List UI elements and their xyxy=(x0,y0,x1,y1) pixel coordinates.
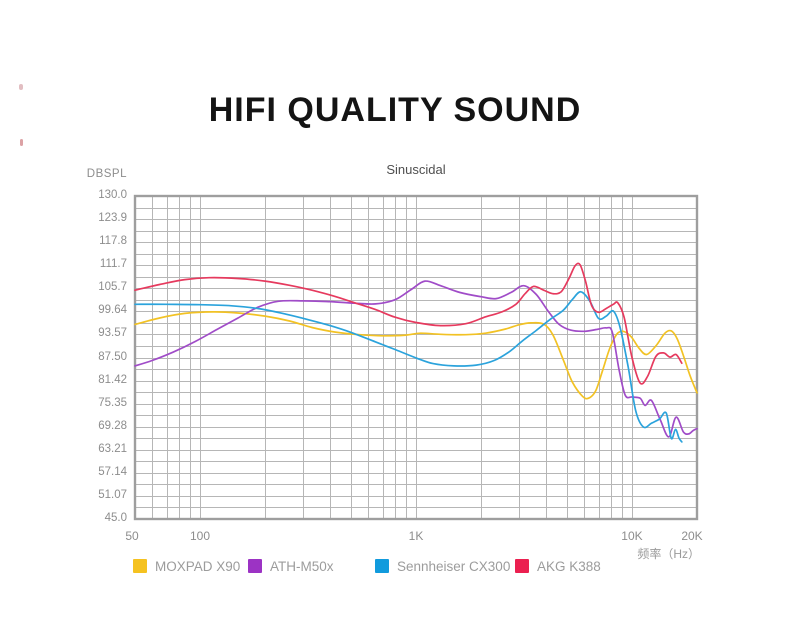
plot-frame xyxy=(133,194,699,521)
y-tick-label: 123.9 xyxy=(98,212,127,225)
legend-swatch xyxy=(248,559,262,573)
y-tick-label: 51.07 xyxy=(98,488,127,501)
x-tick-label: 20K xyxy=(681,529,703,543)
y-tick-label: 117.8 xyxy=(99,235,127,248)
page-title: HIFI QUALITY SOUND xyxy=(208,90,582,129)
legend-swatch xyxy=(515,559,529,573)
y-tick-label: 111.7 xyxy=(99,258,127,271)
x-tick-label: 50 xyxy=(125,529,139,543)
x-tick-label: 1K xyxy=(408,529,424,543)
series-line-akg-k388 xyxy=(134,262,683,385)
gridlines xyxy=(135,196,698,520)
y-tick-label: 105.7 xyxy=(98,281,127,294)
legend-item-moxpad-x90: MOXPAD X90 xyxy=(133,559,240,575)
series-line-moxpad-x90 xyxy=(134,311,698,400)
y-tick-label: 81.42 xyxy=(98,373,127,386)
legend-label: ATH-M50x xyxy=(270,559,334,574)
y-tick-label: 75.35 xyxy=(98,396,127,409)
legend-item-ath-m50x: ATH-M50x xyxy=(248,559,334,575)
legend-swatch xyxy=(133,559,147,573)
legend-swatch xyxy=(375,559,389,573)
y-tick-label: 57.14 xyxy=(98,465,127,478)
y-tick-label: 99.64 xyxy=(98,304,127,317)
y-tick-label: 93.57 xyxy=(98,327,127,340)
y-tick-label: 69.28 xyxy=(98,419,127,432)
x-tick-label: 100 xyxy=(190,529,211,543)
series-lines xyxy=(134,262,698,443)
legend-item-akg-k388: AKG K388 xyxy=(515,559,601,575)
y-axis-unit-label: DBSPL xyxy=(86,168,127,180)
x-tick-label: 10K xyxy=(621,529,643,543)
legend-label: Sennheiser CX300 xyxy=(397,559,511,574)
legend-label: MOXPAD X90 xyxy=(155,559,241,574)
y-tick-label: 45.0 xyxy=(104,512,127,524)
edge-artifact xyxy=(19,84,23,90)
x-axis-label: 频率（Hz） xyxy=(637,547,700,561)
series-line-sennheiser-cx300 xyxy=(134,290,683,443)
y-tick-label: 87.50 xyxy=(98,350,127,363)
chart-title: Sinuscidal xyxy=(386,162,446,177)
legend-label: AKG K388 xyxy=(537,559,601,574)
edge-artifact xyxy=(20,139,23,146)
legend-item-sennheiser-cx300: Sennheiser CX300 xyxy=(375,559,510,575)
y-tick-label: 63.21 xyxy=(98,442,127,455)
y-tick-label: 130.0 xyxy=(98,189,127,201)
